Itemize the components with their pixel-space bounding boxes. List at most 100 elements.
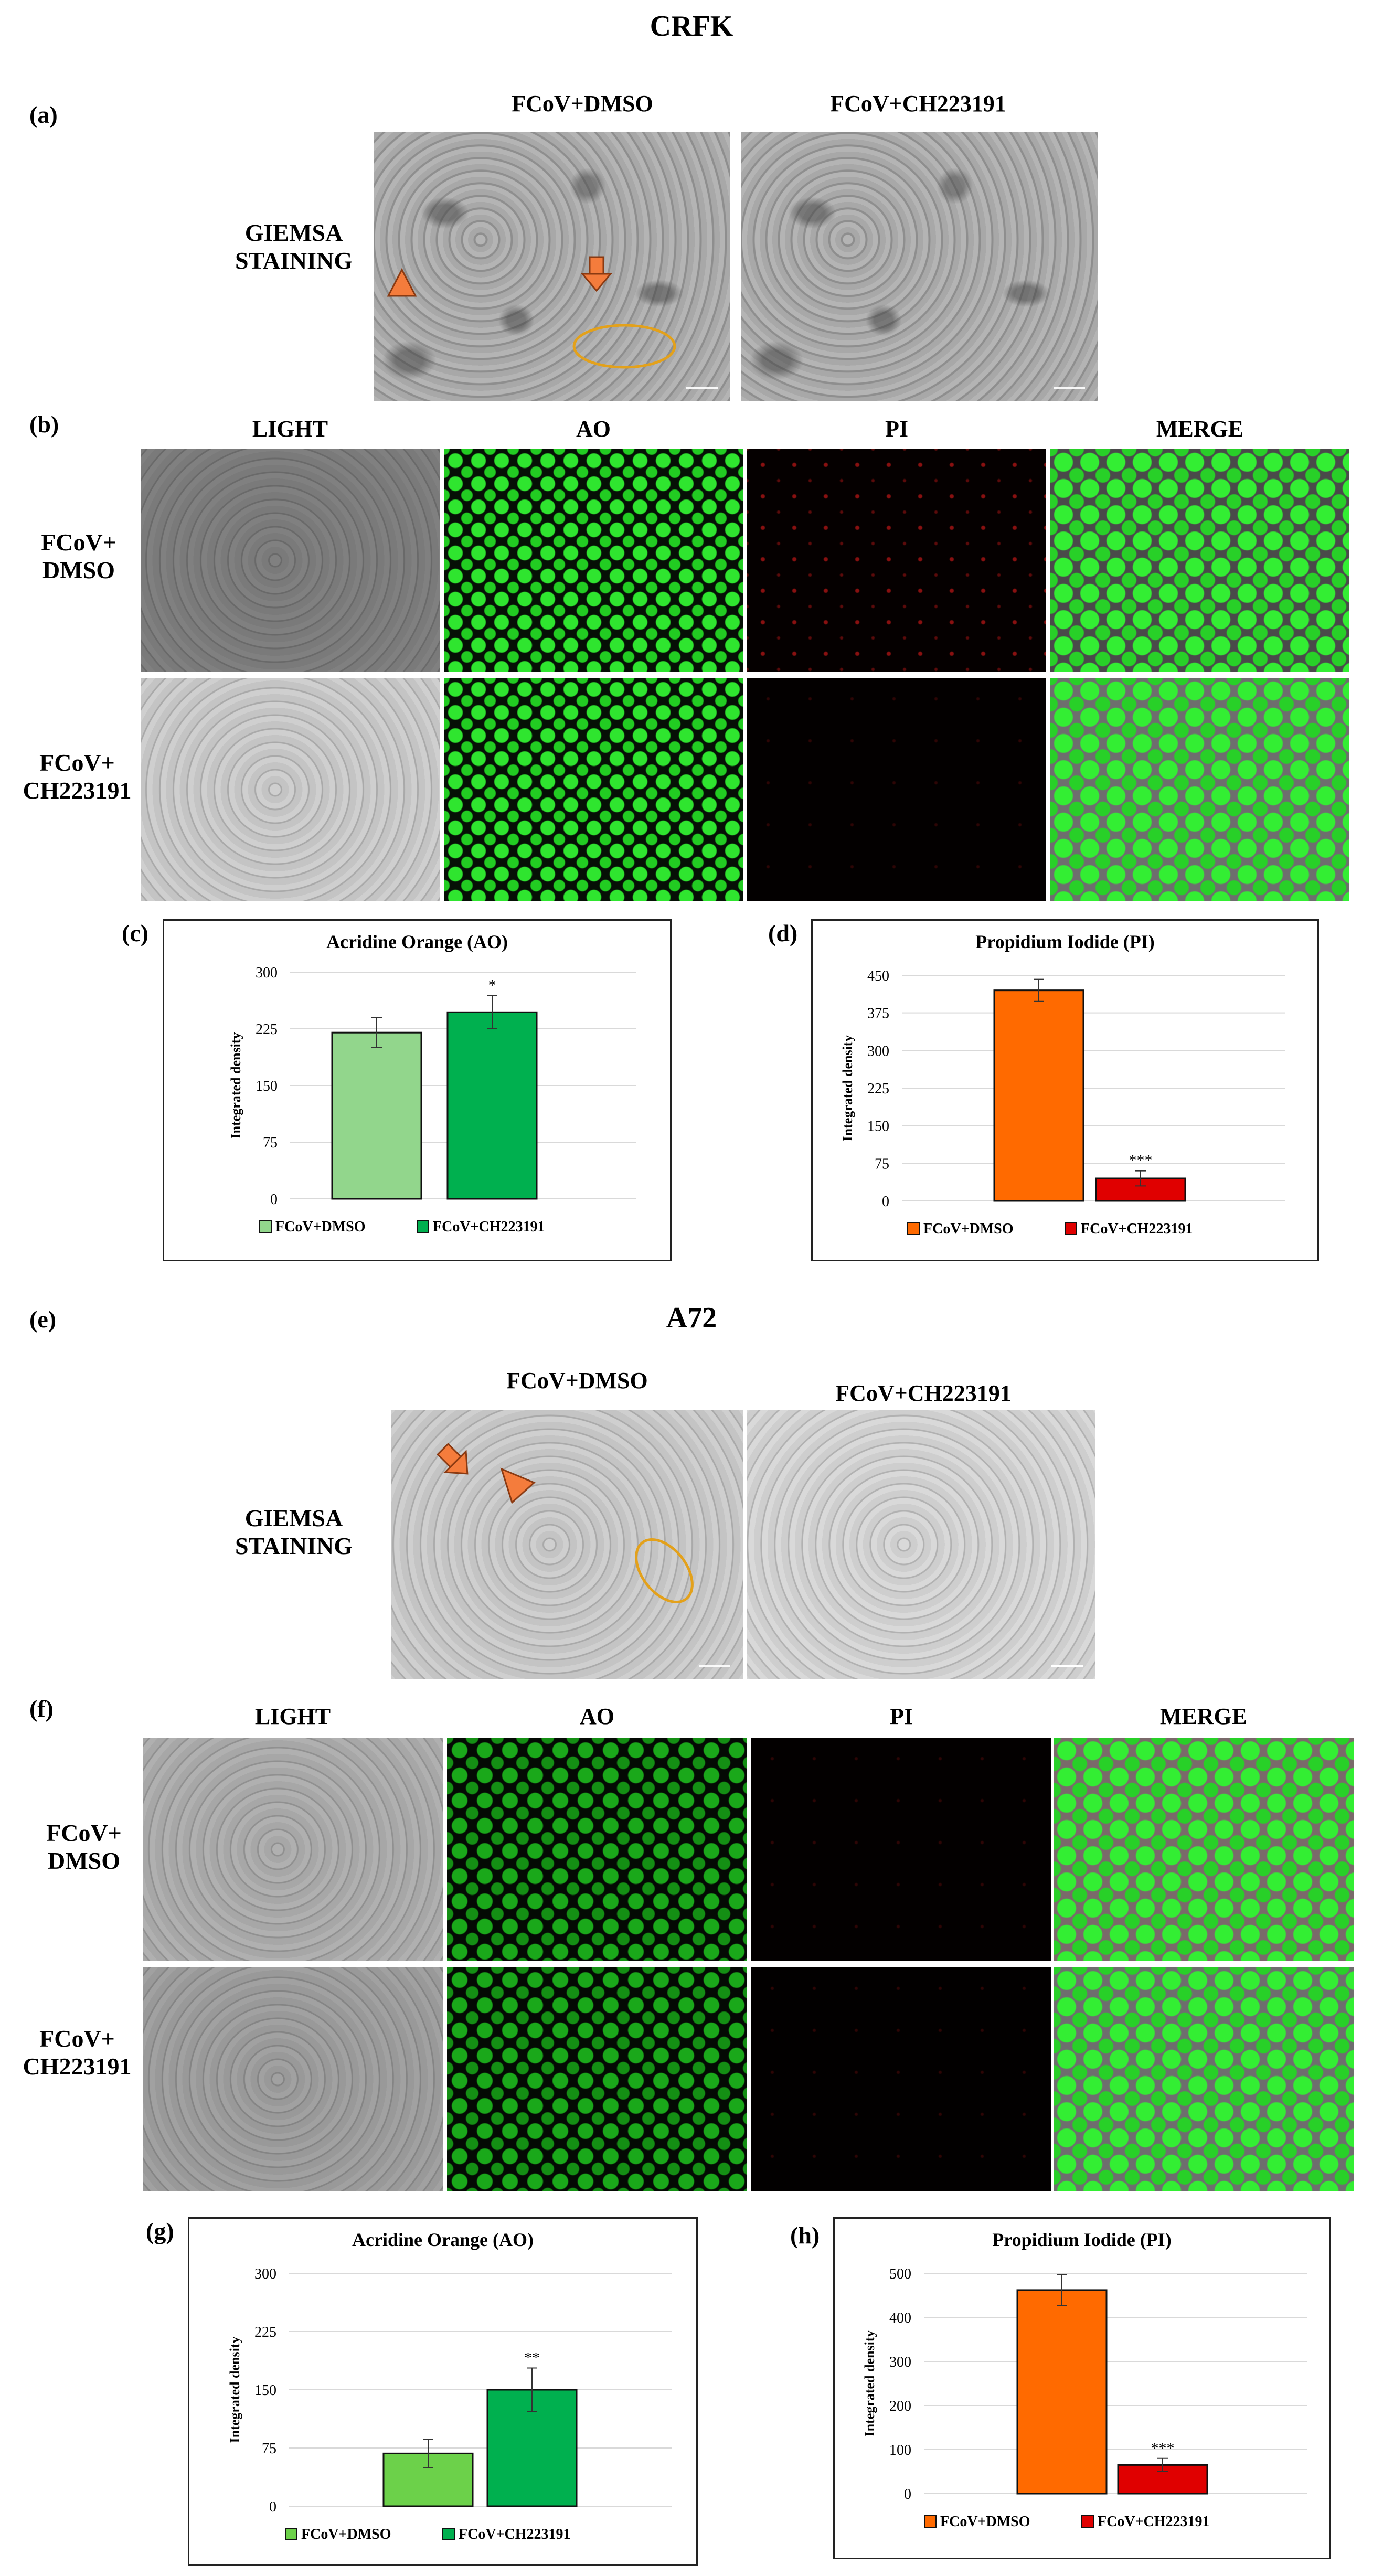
chart-title: Propidium Iodide (PI) xyxy=(975,931,1154,952)
chart-c: Acridine Orange (AO) 0 75 150 225 300 Integrat… xyxy=(163,919,672,1261)
significance-mark: ** xyxy=(524,2349,540,2367)
giemsa-image-a72-ch xyxy=(747,1410,1095,1679)
crfk-ch-light-image xyxy=(141,678,440,901)
crfk-ch-ao-image xyxy=(444,678,743,901)
y-axis-label: Integrated density xyxy=(227,2337,242,2443)
y-tick-label: 0 xyxy=(269,2499,276,2515)
y-tick-label: 500 xyxy=(889,2266,911,2282)
a72-dmso-merge-image xyxy=(1054,1738,1354,1961)
giemsa-col-header-dmso: FCoV+DMSO xyxy=(512,91,653,116)
giemsa-image-crfk-ch xyxy=(741,132,1098,401)
y-tick-label: 375 xyxy=(867,1006,889,1022)
giemsa-image-a72-dmso xyxy=(391,1410,743,1679)
a72-ch-ao-image xyxy=(447,1967,747,2191)
crfk-ch-pi-image xyxy=(747,678,1046,901)
fl-row-label-ch-a72: FCoV+ CH223191 xyxy=(23,2025,132,2080)
y-tick-label: 225 xyxy=(867,1081,889,1097)
scale-bar xyxy=(699,1665,730,1667)
arrowhead-marker xyxy=(500,1467,536,1504)
giemsa-col-header-dmso-a72: FCoV+DMSO xyxy=(506,1368,648,1393)
fl-col-header-merge-a72: MERGE xyxy=(1159,1704,1248,1729)
panel-label-h: (h) xyxy=(790,2222,820,2249)
chart-d: Propidium Iodide (PI) 0 75 150 225 300 375 450 I… xyxy=(811,919,1319,1261)
y-tick-label: 450 xyxy=(867,968,889,984)
legend-swatch xyxy=(1065,1222,1077,1235)
chart-title: Acridine Orange (AO) xyxy=(326,931,508,952)
section-title-a72: A72 xyxy=(666,1302,717,1334)
fl-col-header-merge: MERGE xyxy=(1156,416,1244,442)
crfk-dmso-ao-image xyxy=(444,449,743,672)
y-tick-label: 75 xyxy=(875,1156,889,1172)
y-tick-label: 0 xyxy=(882,1194,889,1210)
chart-c-svg: Acridine Orange (AO) 0 75 150 225 300 Integrat… xyxy=(228,931,636,1235)
chart-h-svg: Propidium Iodide (PI) 0 100 200 300 400 500 Int… xyxy=(862,2229,1307,2530)
legend-label: FCoV+CH223191 xyxy=(1098,2514,1210,2530)
legend-swatch xyxy=(924,2515,937,2528)
highlight-ellipse xyxy=(572,324,676,369)
crfk-dmso-pi-image xyxy=(747,449,1046,672)
y-tick-label: 300 xyxy=(256,965,278,981)
y-axis-label: Integrated density xyxy=(862,2330,877,2437)
a72-dmso-ao-image xyxy=(447,1738,747,1961)
panel-label-f: (f) xyxy=(29,1695,54,1722)
legend-swatch xyxy=(259,1220,272,1233)
fl-row-label-dmso-a72: FCoV+ DMSO xyxy=(46,1819,122,1874)
fl-col-header-light: LIGHT xyxy=(252,416,328,442)
legend-label: FCoV+DMSO xyxy=(923,1221,1014,1237)
a72-ch-pi-image xyxy=(751,1967,1051,2191)
giemsa-image-crfk-dmso xyxy=(374,132,730,401)
fl-row-label-dmso: FCoV+ DMSO xyxy=(41,529,116,583)
y-tick-label: 150 xyxy=(867,1119,889,1135)
a72-dmso-light-image xyxy=(143,1738,443,1961)
giemsa-row-label: GIEMSA STAINING xyxy=(235,219,353,274)
significance-mark: *** xyxy=(1151,2440,1175,2457)
significance-mark: *** xyxy=(1129,1152,1153,1169)
panel-label-b: (b) xyxy=(29,411,59,438)
fl-row-label-ch: FCoV+ CH223191 xyxy=(23,749,132,804)
y-tick-label: 300 xyxy=(889,2354,911,2370)
panel-label-g: (g) xyxy=(146,2218,174,2244)
y-tick-label: 150 xyxy=(254,2382,276,2399)
y-axis-label: Integrated density xyxy=(840,1035,855,1142)
y-tick-label: 225 xyxy=(254,2324,276,2340)
a72-ch-merge-image xyxy=(1054,1967,1354,2191)
fl-col-header-ao: AO xyxy=(576,416,611,442)
panel-label-c: (c) xyxy=(122,920,149,946)
fl-col-header-pi-a72: PI xyxy=(890,1704,913,1729)
legend-label: FCoV+CH223191 xyxy=(459,2526,571,2542)
bar xyxy=(446,1011,538,1200)
bar xyxy=(331,1031,422,1200)
chart-g: Acridine Orange (AO) 0 75 150 225 300 Integrat… xyxy=(188,2217,698,2566)
a72-ch-light-image xyxy=(143,1967,443,2191)
y-tick-label: 400 xyxy=(889,2310,911,2326)
y-tick-label: 300 xyxy=(254,2266,276,2282)
panel-label-e: (e) xyxy=(29,1306,57,1333)
legend-swatch xyxy=(285,2528,297,2540)
crfk-dmso-merge-image xyxy=(1050,449,1349,672)
scale-bar xyxy=(1051,1665,1083,1667)
scale-bar xyxy=(686,387,718,389)
legend-swatch xyxy=(442,2528,455,2540)
crfk-dmso-light-image xyxy=(141,449,440,672)
bar xyxy=(993,989,1084,1202)
legend-label: FCoV+CH223191 xyxy=(1081,1221,1193,1237)
a72-dmso-pi-image xyxy=(751,1738,1051,1961)
chart-g-svg: Acridine Orange (AO) 0 75 150 225 300 Integrat… xyxy=(227,2229,672,2542)
chart-d-svg: Propidium Iodide (PI) 0 75 150 225 300 375 450 I… xyxy=(840,931,1285,1237)
y-tick-label: 200 xyxy=(889,2398,911,2414)
legend-swatch xyxy=(417,1220,429,1233)
significance-mark: * xyxy=(488,977,496,994)
chart-title: Propidium Iodide (PI) xyxy=(992,2229,1171,2250)
chart-title: Acridine Orange (AO) xyxy=(352,2229,534,2250)
arrow-marker xyxy=(580,256,613,292)
giemsa-col-header-ch-a72: FCoV+CH223191 xyxy=(835,1380,1012,1406)
section-title-crfk: CRFK xyxy=(650,10,733,42)
y-tick-label: 225 xyxy=(256,1021,278,1038)
giemsa-col-header-ch: FCoV+CH223191 xyxy=(830,91,1006,116)
panel-label-d: (d) xyxy=(768,920,798,946)
arrow-marker xyxy=(437,1443,469,1475)
legend-label: FCoV+DMSO xyxy=(301,2526,391,2542)
chart-h: Propidium Iodide (PI) 0 100 200 300 400 500 Int… xyxy=(833,2217,1331,2559)
panel-label-a: (a) xyxy=(29,101,58,128)
scale-bar xyxy=(1054,387,1085,389)
